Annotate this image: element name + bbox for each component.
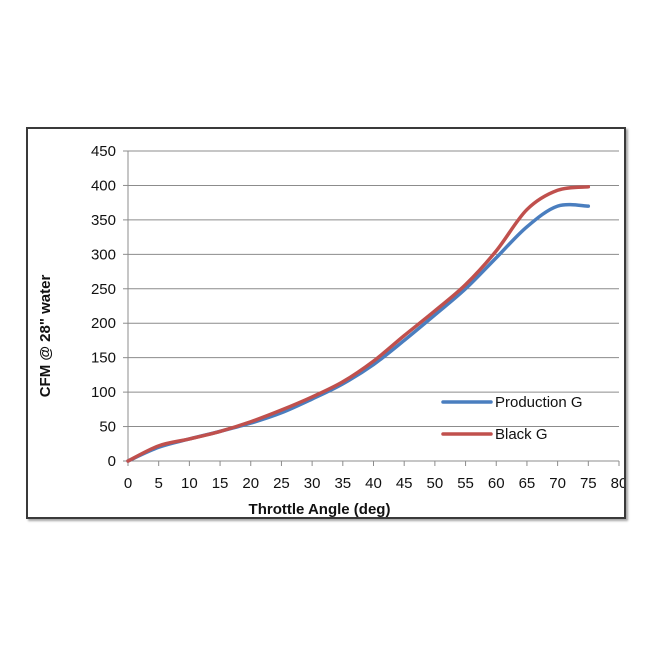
x-tick-label: 30 bbox=[304, 475, 321, 492]
gridlines bbox=[128, 150, 619, 428]
x-tick-label: 50 bbox=[427, 475, 444, 492]
x-tick-label: 25 bbox=[273, 475, 290, 492]
y-tick-label: 450 bbox=[91, 143, 116, 160]
chart-frame: 0 50 100 150 200 250 300 350 400 450 0 5 10 15 20 25 30 3… bbox=[26, 127, 626, 519]
x-tick-label: 65 bbox=[519, 475, 536, 492]
x-tick-label: 45 bbox=[396, 475, 413, 492]
axes: 0 50 100 150 200 250 300 350 400 450 0 5 10 15 20 25 30 3… bbox=[91, 143, 624, 492]
y-tick-label: 50 bbox=[99, 419, 116, 436]
x-tick-label: 20 bbox=[242, 475, 259, 492]
x-tick-label: 70 bbox=[549, 475, 566, 492]
x-tick-label: 35 bbox=[334, 475, 351, 492]
series-line-1 bbox=[126, 202, 591, 463]
y-tick-label: 350 bbox=[91, 212, 116, 229]
y-tick-label: 150 bbox=[91, 350, 116, 367]
x-axis-title: Throttle Angle (deg) bbox=[249, 501, 391, 517]
y-axis-title: CFM @ 28" water bbox=[37, 275, 54, 398]
y-tick-label: 100 bbox=[91, 384, 116, 401]
x-tick-label: 55 bbox=[457, 475, 474, 492]
x-tick-label: 75 bbox=[580, 475, 597, 492]
x-tick-label: 10 bbox=[181, 475, 198, 492]
y-tick-label: 200 bbox=[91, 315, 116, 332]
y-tick-label: 0 bbox=[108, 453, 116, 470]
legend-label: Production G bbox=[495, 394, 583, 411]
x-tick-label: 60 bbox=[488, 475, 505, 492]
x-tick-label: 0 bbox=[124, 475, 132, 492]
x-tick-label: 5 bbox=[155, 475, 163, 492]
series-line-2 bbox=[126, 185, 591, 463]
series-lines bbox=[126, 185, 591, 463]
line-chart: 0 50 100 150 200 250 300 350 400 450 0 5 10 15 20 25 30 3… bbox=[37, 143, 624, 517]
x-tick-label: 80 bbox=[611, 475, 624, 492]
y-tick-label: 300 bbox=[91, 246, 116, 263]
legend-label: Black G bbox=[495, 426, 548, 443]
y-tick-label: 400 bbox=[91, 177, 116, 194]
x-tick-label: 15 bbox=[212, 475, 229, 492]
legend: Production G Black G bbox=[441, 394, 583, 443]
x-tick-label: 40 bbox=[365, 475, 382, 492]
y-tick-label: 250 bbox=[91, 281, 116, 298]
